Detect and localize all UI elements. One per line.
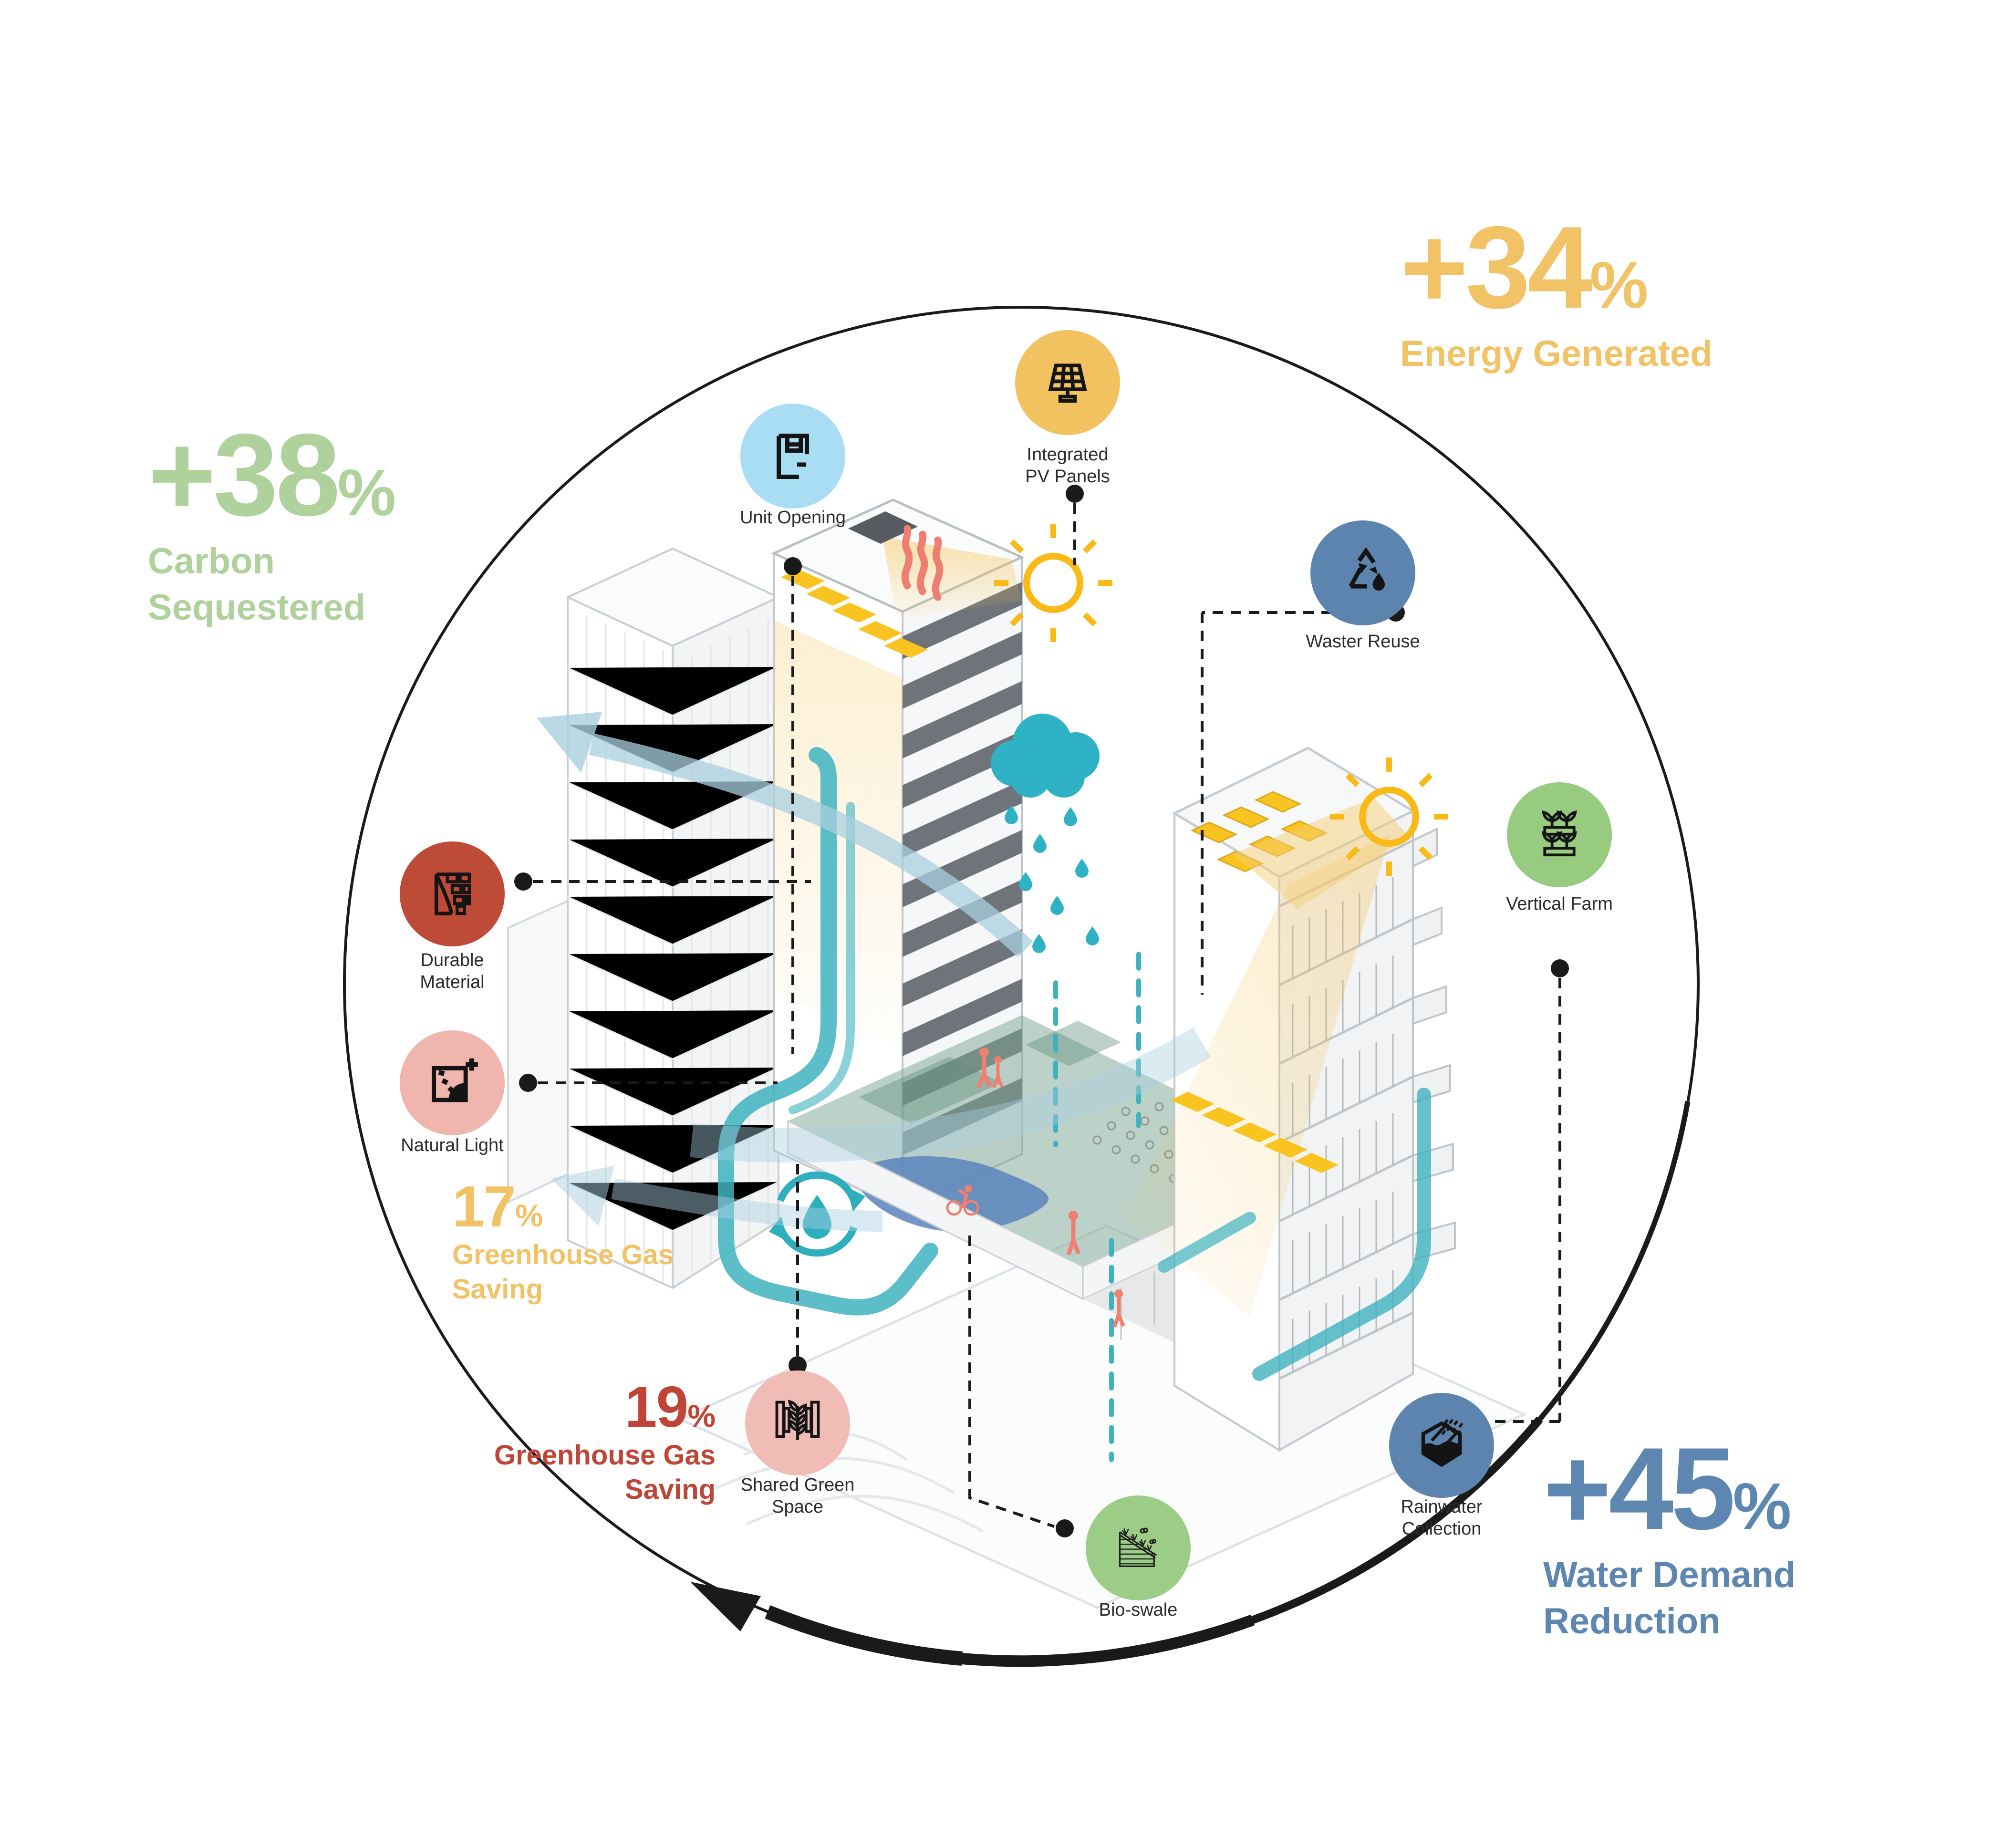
water-pipes [718,747,1431,1462]
feature-label-natural-light: Natural Light [401,1135,504,1155]
stat-value: +38% [148,409,396,540]
circular-arrow [343,306,1700,1667]
badge-integrated-pv-panels [1015,330,1120,435]
rainwater-basin-icon [1421,1419,1464,1467]
sun-icon-right [1330,758,1448,876]
heat-waves-icon [901,525,944,601]
feature-label-rainwater-collection: Rainwater Collection [1401,1497,1483,1539]
water-recycle-icon [1349,547,1385,591]
badge-natural-light [400,1030,505,1135]
stat-water-demand-reduction: +45% Water Demand Reduction [1543,1423,1796,1644]
feature-label-bio-swale: Bio-swale [1099,1600,1178,1620]
badge-waster-reuse [1310,520,1415,625]
right-tower [1126,747,1456,1452]
floor-plan-icon [777,434,809,479]
stat-label: Greenhouse Gas Saving [494,1439,716,1505]
stat-label: Water Demand Reduction [1543,1554,1796,1641]
stat-value: 19% [624,1374,716,1439]
stat-value: +34% [1400,202,1649,332]
leader-lines [533,503,1561,1528]
stat-carbon-sequestered: +38% Carbon Sequestered [148,409,396,631]
leader-dots [514,485,1569,1537]
terrace-pv-panels [1171,1092,1339,1173]
feature-label-vertical-farm: Vertical Farm [1506,894,1613,914]
pond [853,1156,1049,1232]
feature-label-integrated-pv-panels: Integrated PV Panels [1025,445,1110,487]
badge-rainwater-collection [1389,1393,1494,1498]
sun-icon-left [994,524,1112,642]
badge-shared-green-space [745,1370,850,1475]
stat-label: Carbon Sequestered [148,540,366,628]
water-recycle-icon [769,1171,865,1257]
stat-label: Energy Generated [1400,333,1713,374]
stat-ghg-saving-17: 17% Greenhouse Gas Saving [452,1174,674,1307]
feature-label-unit-opening: Unit Opening [740,508,846,528]
stat-ghg-saving-19: 19% Greenhouse Gas Saving [429,1374,716,1507]
daylight-icon [432,1058,478,1102]
wind-flow-arrows [537,712,1211,1232]
badge-vertical-farm [1507,782,1612,887]
feature-label-waster-reuse: Waster Reuse [1306,632,1420,652]
feature-label-shared-green-space: Shared Green Space [740,1475,855,1517]
feature-label-durable-material: Durable Material [420,950,485,993]
rain-cloud-icon [991,714,1100,953]
arrowhead [690,1582,761,1631]
badge-bio-swale [1086,1495,1191,1600]
vertical-farm-icon [1542,810,1577,857]
badge-durable-material [400,841,505,946]
stat-label: Greenhouse Gas Saving [452,1239,674,1305]
solar-panel-icon [1048,363,1087,403]
stat-value: +45% [1543,1423,1792,1554]
stat-value: 17% [452,1174,543,1239]
bio-swale-icon [1119,1527,1157,1567]
brick-wall-icon [434,872,471,915]
badge-unit-opening [740,404,845,509]
people-figures [946,1048,1125,1328]
roof-opening [848,511,918,544]
roof-pv-panels [781,569,928,658]
green-space-icon [775,1400,820,1440]
stat-energy-generated: +34% Energy Generated [1400,202,1713,377]
